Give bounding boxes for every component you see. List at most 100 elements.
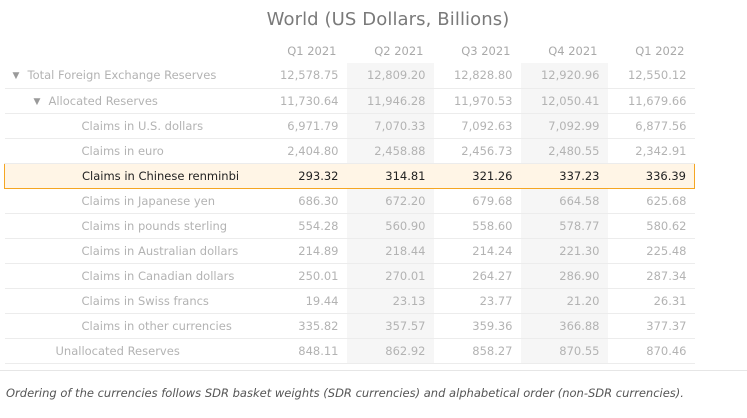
table-cell: 214.24 [433,238,521,264]
table-row[interactable]: Claims in euro 2,404.80 2,458.88 2,456.7… [4,138,695,164]
table-row[interactable]: Claims in U.S. dollars 6,971.79 7,070.33… [4,113,695,139]
row-label: Unallocated Reserves [4,338,260,364]
table-cell: 321.26 [433,162,521,189]
table-cell: 225.48 [607,238,695,264]
table-row-total-reserves[interactable]: ▼ Total Foreign Exchange Reserves 12,578.… [4,63,695,89]
table-cell: 359.36 [433,313,521,339]
table-cell: 357.57 [346,313,434,339]
table-row[interactable]: Claims in Australian dollars 214.89 218.… [4,238,695,264]
column-header[interactable]: Q4 2021 [548,43,598,58]
table-cell: 218.44 [346,238,434,264]
table-cell: 2,480.55 [520,138,608,164]
table-cell: 23.77 [433,288,521,314]
table-cell: 11,970.53 [433,88,521,114]
table-cell: 858.27 [433,338,521,364]
table-cell: 11,946.28 [346,88,434,114]
table-cell: 2,342.91 [607,138,695,164]
table-cell: 335.82 [259,313,347,339]
table-cell: 23.13 [346,288,434,314]
row-label: Claims in pounds sterling [4,213,260,239]
row-label: Claims in Japanese yen [4,188,260,214]
table-cell: 214.89 [259,238,347,264]
row-label: Claims in Swiss francs [4,288,260,314]
table-cell: 679.68 [433,188,521,214]
table-cell: 21.20 [520,288,608,314]
table-cell: 221.30 [520,238,608,264]
table-cell: 870.55 [520,338,608,364]
table-cell: 560.90 [346,213,434,239]
table-cell: 672.20 [346,188,434,214]
table-row[interactable]: Claims in Swiss francs 19.44 23.13 23.77… [4,288,695,314]
column-header[interactable]: Q1 2021 [287,43,337,58]
row-label[interactable]: ▼ Total Foreign Exchange Reserves [4,63,260,89]
table-row[interactable]: Claims in Japanese yen 686.30 672.20 679… [4,188,695,214]
table-cell: 2,456.73 [433,138,521,164]
table-cell: 377.37 [607,313,695,339]
row-label: Claims in other currencies [4,313,260,339]
table-cell: 7,092.99 [520,113,608,139]
table-cell: 12,809.20 [346,63,434,89]
table-cell: 6,971.79 [259,113,347,139]
table-cell: 286.90 [520,263,608,289]
table-cell: 26.31 [607,288,695,314]
table-cell: 12,920.96 [520,63,608,89]
table-row-allocated-reserves[interactable]: ▼ Allocated Reserves 11,730.64 11,946.28 … [4,88,695,114]
row-label: Claims in Australian dollars [4,238,260,264]
row-label-text: Total Foreign Exchange Reserves [27,68,217,83]
table-cell: 314.81 [346,162,434,189]
table-cell: 664.58 [520,188,608,214]
table-cell: 19.44 [259,288,347,314]
reserves-panel: World (US Dollars, Billions) Q1 2021 Q2 … [4,9,695,364]
table-cell: 12,828.80 [433,63,521,89]
table-cell: 264.27 [433,263,521,289]
table-cell: 870.46 [607,338,695,364]
table-cell: 293.32 [259,162,347,189]
chevron-down-icon[interactable]: ▼ [33,96,41,107]
table-cell: 625.68 [607,188,695,214]
table-cell: 287.34 [607,263,695,289]
table-cell: 7,092.63 [433,113,521,139]
table-cell: 270.01 [346,263,434,289]
table-cell: 554.28 [259,213,347,239]
table-title: World (US Dollars, Billions) [266,9,510,30]
row-label[interactable]: ▼ Allocated Reserves [4,88,260,114]
table-cell: 12,050.41 [520,88,608,114]
row-label: Claims in U.S. dollars [4,113,260,139]
table-cell: 2,458.88 [346,138,434,164]
table-cell: 366.88 [520,313,608,339]
table-cell: 6,877.56 [607,113,695,139]
table-cell: 11,730.64 [259,88,347,114]
table-row-highlighted[interactable]: Claims in Chinese renminbi 293.32 314.81… [4,162,695,189]
table-cell: 2,404.80 [259,138,347,164]
table-cell: 12,550.12 [607,63,695,89]
row-label: Claims in euro [4,138,260,164]
table-row-unallocated-reserves[interactable]: Unallocated Reserves 848.11 862.92 858.2… [4,338,695,364]
table-cell: 862.92 [346,338,434,364]
footnote: Ordering of the currencies follows SDR b… [6,386,684,400]
table-row[interactable]: Claims in pounds sterling 554.28 560.90 … [4,213,695,239]
column-header[interactable]: Q1 2022 [635,43,685,58]
chevron-down-icon[interactable]: ▼ [12,71,20,82]
table-cell: 578.77 [520,213,608,239]
table-row[interactable]: Claims in other currencies 335.82 357.57… [4,313,695,339]
table-cell: 7,070.33 [346,113,434,139]
table-cell: 686.30 [259,188,347,214]
row-label: Claims in Chinese renminbi [4,162,260,189]
label-column-header [5,38,260,63]
table-cell: 11,679.66 [607,88,695,114]
row-label: Claims in Canadian dollars [4,263,260,289]
table-cell: 336.39 [607,162,695,189]
table-cell: 848.11 [259,338,347,364]
table-cell: 337.23 [520,162,608,189]
header-row: Q1 2021 Q2 2021 Q3 2021 Q4 2021 Q1 2022 [5,38,695,63]
column-header[interactable]: Q3 2021 [461,43,511,58]
reserves-table: Q1 2021 Q2 2021 Q3 2021 Q4 2021 Q1 2022 … [4,38,695,364]
row-label-text: Allocated Reserves [48,93,158,108]
table-cell: 12,578.75 [259,63,347,89]
table-cell: 250.01 [259,263,347,289]
table-row[interactable]: Claims in Canadian dollars 250.01 270.01… [4,263,695,289]
table-cell: 580.62 [607,213,695,239]
table-cell: 558.60 [433,213,521,239]
divider [0,370,747,371]
column-header[interactable]: Q2 2021 [374,43,424,58]
